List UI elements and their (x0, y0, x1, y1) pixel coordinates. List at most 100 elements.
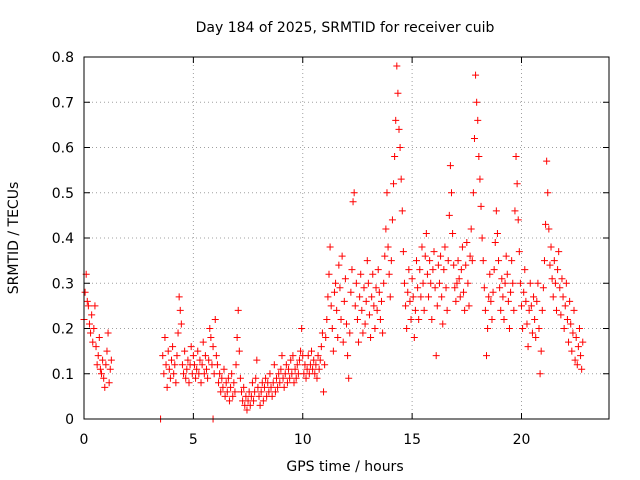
data-point (379, 329, 387, 337)
data-point (406, 297, 414, 305)
data-point (271, 388, 279, 396)
data-point (92, 343, 100, 351)
data-point (260, 383, 268, 391)
data-point (375, 288, 383, 296)
data-point (537, 347, 545, 355)
data-point (203, 365, 210, 373)
data-point (270, 361, 278, 369)
x-tick-label: 15 (403, 432, 421, 448)
data-point (250, 397, 258, 405)
data-point (463, 239, 471, 247)
data-point (450, 261, 458, 269)
data-point (511, 207, 519, 215)
data-point (503, 270, 511, 278)
data-point (520, 288, 528, 296)
data-point (473, 98, 481, 106)
data-point (428, 315, 436, 323)
data-point (173, 352, 181, 360)
data-point (355, 338, 363, 346)
y-tick-label: 0.7 (52, 95, 74, 111)
data-point (513, 180, 521, 188)
data-point (317, 343, 325, 351)
data-point (368, 293, 376, 301)
data-point (570, 306, 578, 314)
data-point (105, 379, 113, 387)
data-point (220, 365, 228, 373)
data-point (396, 144, 404, 151)
data-point (183, 365, 191, 373)
data-point (501, 279, 509, 287)
data-point (535, 325, 543, 332)
data-point (530, 293, 538, 301)
data-point (571, 356, 579, 364)
data-point (341, 275, 349, 283)
x-tick-label: 0 (80, 432, 89, 448)
data-point (348, 266, 356, 274)
data-point (357, 270, 365, 278)
y-tick-label: 0.5 (52, 186, 74, 202)
data-point (343, 320, 350, 328)
data-point (83, 297, 91, 305)
data-point (193, 365, 201, 373)
data-point (378, 297, 385, 305)
data-point (507, 288, 515, 296)
data-point (225, 397, 233, 405)
data-point (326, 243, 334, 251)
data-point (197, 379, 205, 387)
data-point (402, 302, 410, 310)
data-point (399, 248, 407, 256)
data-point (252, 374, 260, 382)
data-point (292, 374, 300, 382)
data-point (283, 379, 291, 387)
data-point (316, 356, 324, 364)
data-point (431, 284, 439, 292)
data-point (170, 370, 178, 378)
data-point (546, 261, 554, 269)
data-point (386, 293, 394, 301)
data-point (273, 374, 280, 382)
data-point (276, 379, 284, 387)
data-point (233, 334, 241, 342)
data-point (534, 279, 542, 287)
data-point (430, 248, 438, 256)
data-point (560, 325, 568, 332)
data-point (490, 266, 498, 274)
data-point (559, 293, 567, 301)
data-point (329, 347, 337, 355)
data-point (188, 370, 196, 378)
data-point (236, 374, 244, 382)
data-point (446, 162, 454, 170)
data-point (480, 284, 488, 292)
data-point (569, 329, 577, 337)
data-point (425, 293, 433, 301)
data-point (519, 325, 527, 332)
data-point (455, 275, 463, 283)
data-point (532, 334, 540, 342)
data-point (445, 211, 453, 219)
data-point (467, 225, 475, 233)
data-point (567, 320, 575, 328)
data-point (433, 302, 441, 310)
data-point (330, 288, 338, 296)
data-point (194, 347, 202, 355)
data-point (442, 284, 450, 292)
data-point (293, 361, 301, 369)
data-point (491, 239, 499, 247)
data-point (323, 315, 331, 323)
data-point (302, 374, 310, 382)
data-point (359, 329, 367, 337)
data-point (370, 302, 378, 310)
data-point (363, 257, 371, 265)
data-point (451, 284, 459, 292)
data-point (281, 370, 289, 378)
data-point (325, 270, 333, 278)
data-point (269, 379, 277, 387)
y-tick-label: 0.1 (52, 367, 74, 383)
data-point (478, 234, 486, 242)
data-point (178, 361, 186, 369)
data-point (224, 374, 232, 382)
data-point (219, 383, 227, 391)
data-point (566, 297, 574, 305)
data-point (160, 370, 168, 378)
data-point (385, 270, 393, 278)
